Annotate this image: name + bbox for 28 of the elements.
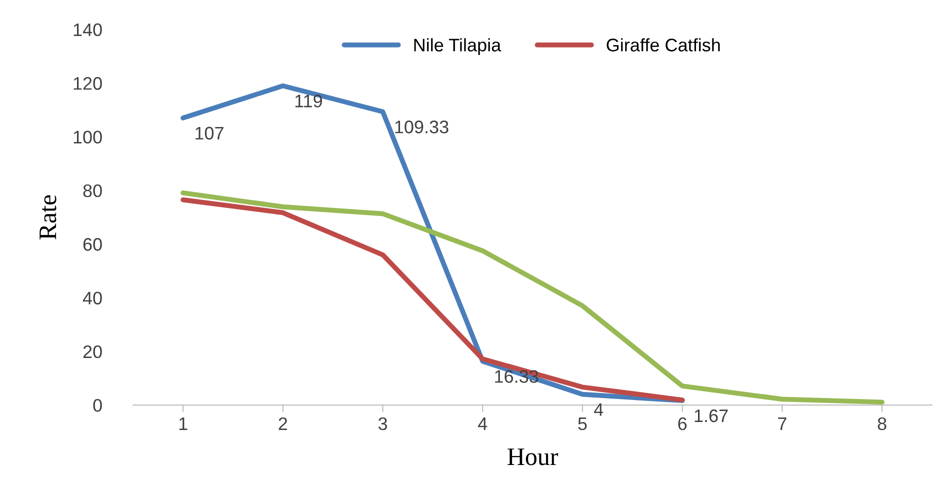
data-label: 109.33	[395, 120, 448, 134]
line-series	[180, 190, 884, 405]
x-tick-label: 7	[778, 418, 786, 430]
legend-label: Nile Tilapia	[414, 38, 502, 56]
y-axis-title: Rate	[40, 195, 56, 240]
data-label: 107	[196, 126, 224, 140]
y-tick-label: 20	[83, 345, 102, 358]
y-tick-label: 40	[82, 292, 102, 304]
x-tick-label: 2	[278, 417, 288, 430]
data-label: 119	[295, 94, 322, 108]
y-tick-label: 100	[74, 130, 102, 144]
line-series	[180, 83, 685, 404]
line-series	[180, 197, 685, 402]
y-tick-label: 80	[83, 184, 102, 198]
x-tick-label: 3	[378, 417, 388, 430]
x-tick-label: 1	[179, 418, 188, 430]
x-tick-label: 8	[878, 417, 886, 430]
data-label: 4	[594, 403, 604, 416]
y-tick-label: 140	[74, 23, 102, 36]
x-tick-label: 6	[678, 417, 687, 430]
data-label: 1.67	[694, 409, 728, 422]
x-tick-label: 4	[478, 418, 488, 430]
y-tick-label: 120	[74, 77, 102, 90]
y-tick-label: 0	[93, 399, 102, 412]
y-tick-label: 60	[83, 238, 102, 251]
x-tick-label: 5	[578, 418, 587, 430]
legend-label: Giraffe Catfish	[606, 38, 720, 52]
x-axis-title: Hour	[508, 448, 558, 466]
